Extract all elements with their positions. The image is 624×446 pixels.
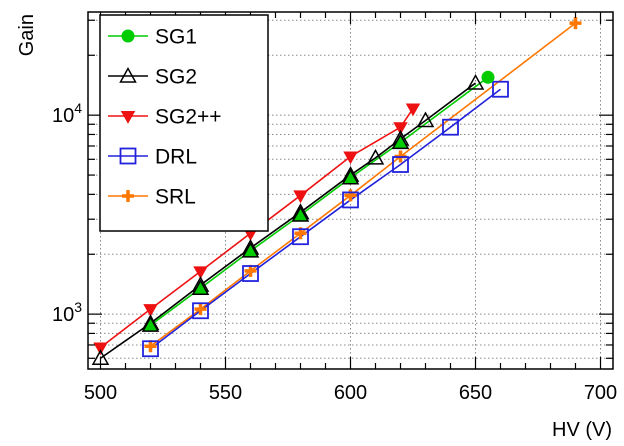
data-point xyxy=(569,17,582,30)
legend-entry-sg2plusplus: SG2++ xyxy=(108,106,222,129)
series-line xyxy=(100,82,476,359)
data-point xyxy=(193,266,208,280)
data-point xyxy=(194,303,207,316)
data-point xyxy=(292,228,309,246)
data-point xyxy=(192,302,209,320)
x-tick-label: 600 xyxy=(334,382,367,404)
data-point xyxy=(393,122,408,135)
legend-label: SG1 xyxy=(155,26,197,49)
data-point xyxy=(141,316,160,332)
data-point xyxy=(341,168,360,185)
x-tick-label: 650 xyxy=(459,382,492,404)
grid xyxy=(88,12,613,369)
legend-marker xyxy=(119,66,137,83)
x-tick-label: 700 xyxy=(584,382,617,404)
legend-marker xyxy=(121,29,135,43)
x-tick-label: 550 xyxy=(209,382,242,404)
x-axis-label: HV (V) xyxy=(552,419,612,441)
data-point xyxy=(344,189,357,202)
series-layer xyxy=(91,17,582,366)
series-sg2 xyxy=(100,82,476,359)
data-point xyxy=(442,118,459,136)
data-point xyxy=(241,241,260,258)
data-point xyxy=(366,148,385,165)
data-point xyxy=(143,304,158,317)
legend-label: SG2++ xyxy=(155,106,222,129)
data-point xyxy=(392,156,409,173)
legend-label: DRL xyxy=(155,146,197,169)
data-point xyxy=(391,133,410,150)
data-point xyxy=(343,151,358,165)
data-point xyxy=(93,342,108,356)
y-tick-label: 103 xyxy=(52,299,82,326)
axis-ticks: 500 550 600 650 700 103 104 xyxy=(52,12,617,404)
legend-entry-srl: SRL xyxy=(108,186,196,209)
y-tick-label: 104 xyxy=(52,100,82,127)
data-point xyxy=(144,340,157,353)
data-point xyxy=(242,265,259,282)
legend-label: SRL xyxy=(155,186,196,209)
data-point xyxy=(481,70,495,84)
data-point xyxy=(142,340,159,358)
data-point xyxy=(492,80,509,98)
legend-entry-sg1: SG1 xyxy=(108,26,197,49)
data-point xyxy=(291,205,310,222)
data-point xyxy=(342,191,359,209)
data-point xyxy=(416,111,435,128)
legend-marker xyxy=(122,190,134,202)
series-markers-sg1 xyxy=(141,70,495,332)
legend-entry-drl: DRL xyxy=(108,146,197,169)
series-markers-sg2plusplus xyxy=(93,103,421,356)
series-sg2plusplus xyxy=(100,108,414,349)
legend-label: SG2 xyxy=(155,66,197,89)
legend-entry-sg2: SG2 xyxy=(108,66,197,89)
data-point xyxy=(191,279,210,295)
series-markers-drl xyxy=(142,80,509,358)
legend: SG1 SG2 SG2++ DRL SRL xyxy=(99,14,269,232)
x-tick-label: 500 xyxy=(84,382,117,404)
legend-marker xyxy=(120,111,136,124)
y-axis-label: Gain xyxy=(16,14,38,56)
data-point xyxy=(466,74,485,90)
data-point xyxy=(293,190,308,204)
legend-marker xyxy=(119,147,137,165)
data-point xyxy=(405,103,421,117)
series-line xyxy=(100,108,414,349)
